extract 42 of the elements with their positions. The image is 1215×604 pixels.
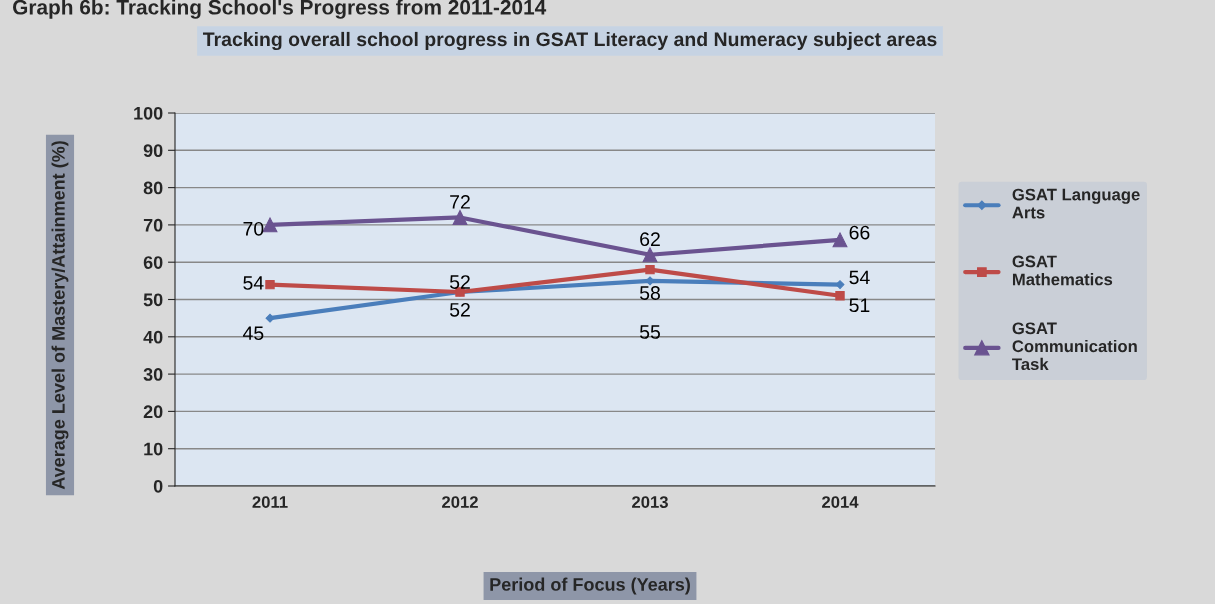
- point: [262, 217, 278, 233]
- data-label: 52: [449, 275, 470, 289]
- data-label: 62: [640, 232, 660, 247]
- legend-label: GSAT Mathematics: [1012, 255, 1113, 286]
- y-tick-label: 0: [153, 479, 163, 493]
- y-tick-label: 30: [143, 368, 163, 381]
- data-label: 51: [849, 298, 870, 313]
- y-tick-label: 70: [143, 218, 163, 232]
- legend-label: GSAT Communication Task: [1012, 322, 1137, 371]
- point: [265, 279, 275, 290]
- data-label: 55: [639, 325, 660, 339]
- data-label: 70: [243, 221, 264, 236]
- point: [642, 247, 658, 263]
- x-axis-title: Period of Focus (Years): [490, 577, 690, 595]
- data-label: 58: [639, 286, 660, 300]
- y-tick-label: 90: [143, 144, 163, 158]
- point: [645, 264, 655, 275]
- chart-title: Tracking overall school progress in GSAT Literacy and Numeracy subject areas: [203, 31, 937, 51]
- legend-label: GSAT Language Arts: [1012, 188, 1140, 219]
- y-tick-label: 60: [143, 256, 163, 269]
- point: [832, 232, 848, 248]
- y-axis-title: Average Level of Mastery/Attainment (%): [51, 141, 69, 490]
- y-tick-label: 100: [134, 106, 163, 120]
- point: [452, 209, 468, 225]
- data-label: 45: [242, 326, 264, 341]
- x-tick-label: 2014: [822, 496, 859, 508]
- x-tick-label: 2013: [632, 496, 668, 508]
- y-tick-label: 20: [143, 405, 163, 419]
- y-tick-label: 40: [143, 330, 163, 344]
- x-tick-label: 2012: [442, 496, 478, 508]
- point: [265, 313, 275, 323]
- data-label: 72: [450, 195, 470, 209]
- data-label: 54: [849, 270, 870, 285]
- data-label: 54: [243, 276, 264, 290]
- y-tick-label: 80: [143, 181, 163, 195]
- caption: Graph 6b: Tracking School's Progress from 2011-2014: [13, 0, 547, 19]
- point: [835, 291, 845, 301]
- x-tick-label: 2011: [252, 496, 288, 508]
- data-label: 52: [449, 302, 470, 317]
- y-tick-label: 50: [143, 293, 163, 307]
- data-label: 66: [849, 225, 870, 240]
- y-tick-label: 10: [144, 442, 163, 456]
